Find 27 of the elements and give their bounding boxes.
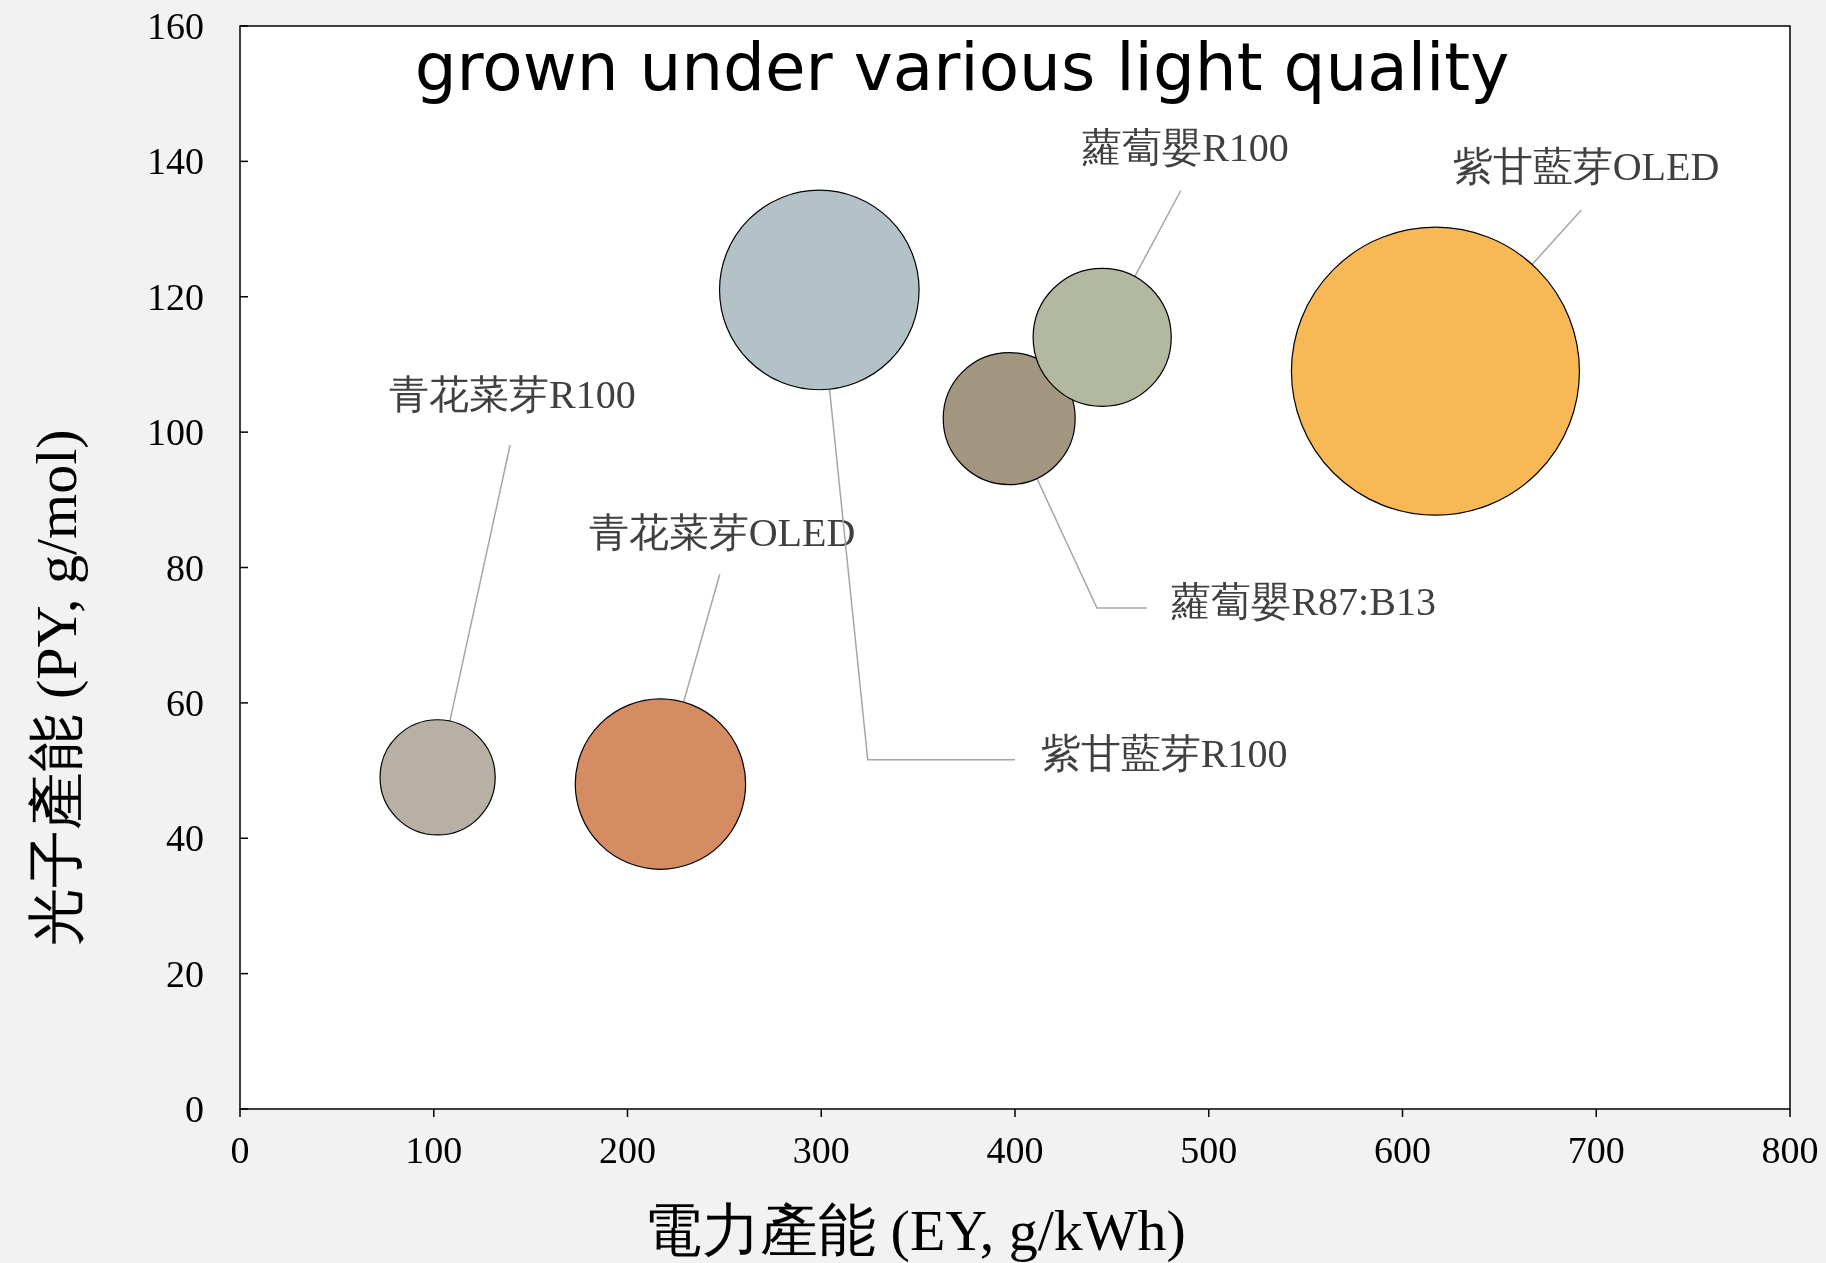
y-tick-label: 100 [147, 411, 204, 454]
x-tick-label: 700 [1567, 1129, 1625, 1171]
x-tick-label: 0 [230, 1129, 250, 1171]
y-tick-label: 40 [166, 817, 204, 860]
y-tick-label: 60 [166, 681, 204, 724]
x-axis-title: 電力產能 (EY, g/kWh) [644, 1198, 1186, 1263]
y-tick-label: 160 [147, 5, 204, 47]
y-tick-label: 140 [147, 140, 204, 183]
x-tick-label: 400 [986, 1129, 1044, 1171]
y-axis-title: 光子產能 (PY, g/mol) [24, 429, 89, 946]
text: 蘿蔔嬰R87:B13 [1171, 578, 1436, 624]
series-label: 紫甘藍芽OLED [1452, 144, 1720, 190]
text: 紫甘藍芽R100 [1040, 731, 1288, 777]
x-tick-label: 600 [1374, 1129, 1431, 1171]
y-tick-label: 80 [166, 546, 204, 589]
y-tick-label: 20 [166, 952, 204, 995]
x-tick-label: 200 [599, 1129, 656, 1171]
x-tick-label: 300 [792, 1129, 850, 1171]
text: 青花菜芽OLED [588, 509, 856, 555]
y-tick-label: 120 [147, 275, 204, 318]
x-tick-label: 800 [1761, 1129, 1819, 1171]
text: 青花菜芽R100 [389, 372, 636, 418]
chart-title: grown under various light quality [414, 29, 1510, 106]
x-tick-label: 100 [405, 1129, 463, 1171]
x-tick-label: 500 [1180, 1129, 1238, 1171]
y-tick-label: 0 [185, 1088, 204, 1130]
text: 蘿蔔嬰R100 [1082, 125, 1289, 171]
